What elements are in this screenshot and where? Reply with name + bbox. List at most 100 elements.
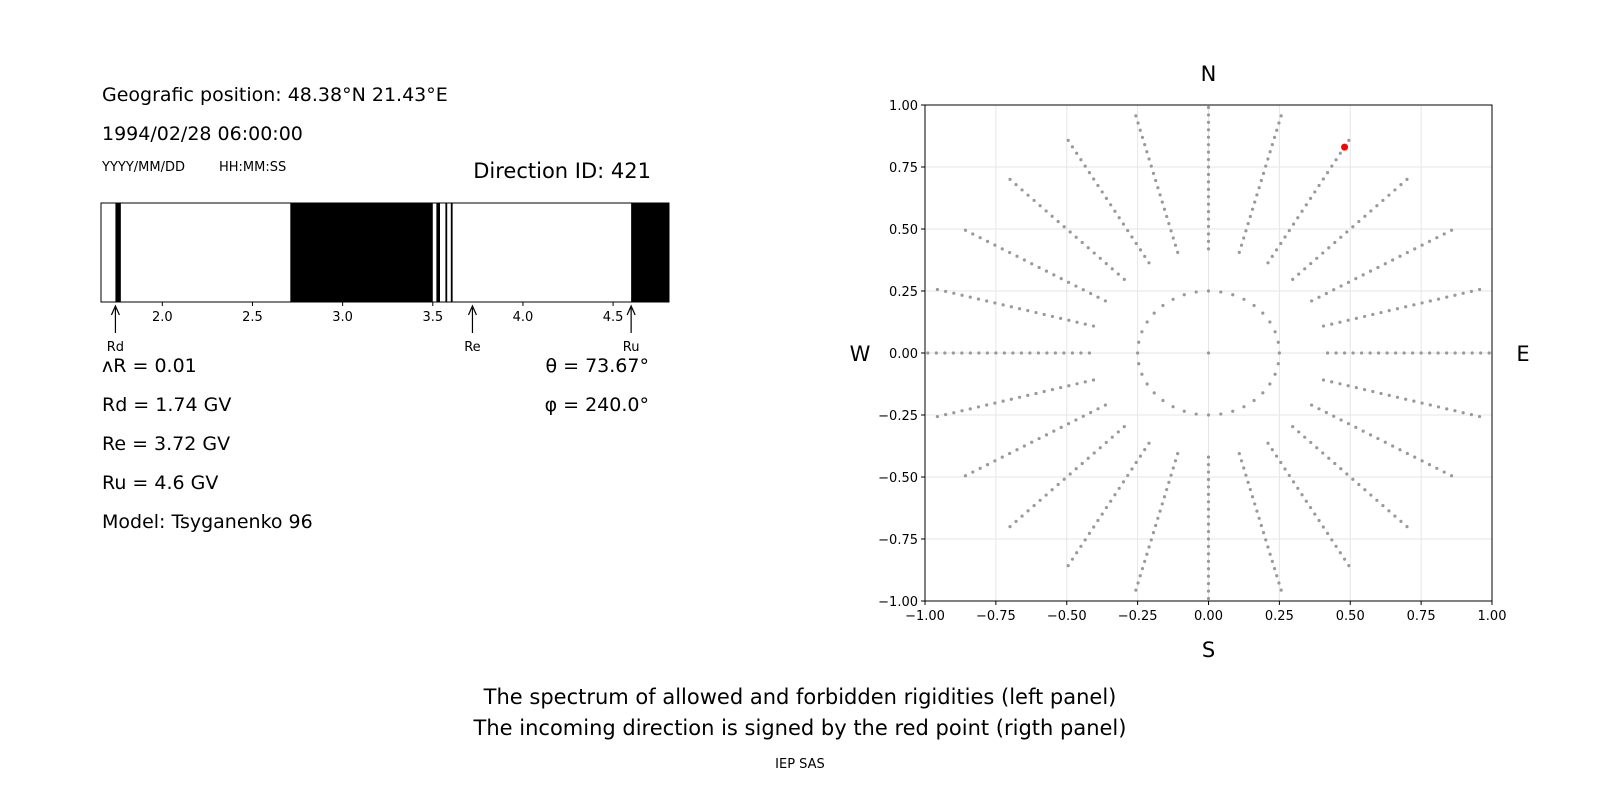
x-tick-label: −1.00 — [905, 609, 945, 624]
direction-point — [1272, 135, 1277, 140]
direction-point — [1015, 254, 1019, 258]
direction-point — [1140, 135, 1145, 140]
ru-value: Ru = 4.6 GV — [102, 472, 219, 494]
direction-point — [1383, 440, 1387, 444]
direction-point — [1062, 351, 1066, 355]
direction-point — [1147, 261, 1151, 265]
direction-point — [1237, 250, 1241, 254]
direction-point — [1338, 320, 1342, 324]
direction-point — [1261, 171, 1266, 175]
direction-point — [1156, 186, 1160, 190]
direction-point — [1062, 225, 1066, 229]
direction-point — [1381, 198, 1385, 203]
direction-point — [985, 463, 990, 467]
direction-point — [1050, 214, 1054, 218]
direction-point — [1171, 236, 1175, 240]
direction-point — [1206, 217, 1211, 221]
direction-point — [1266, 157, 1270, 161]
direction-point — [1354, 386, 1358, 390]
theta-angle: θ = 73.67° — [545, 355, 649, 377]
direction-point — [1050, 488, 1054, 492]
direction-point — [1428, 403, 1432, 407]
direction-point — [1206, 596, 1211, 601]
direction-point — [1044, 493, 1048, 497]
x-tick-label: −0.25 — [1118, 609, 1158, 624]
direction-point — [1037, 436, 1041, 441]
direction-point — [1405, 525, 1409, 529]
direction-point — [1412, 399, 1416, 403]
direction-point — [1375, 204, 1379, 208]
direction-point — [1310, 299, 1314, 303]
direction-point — [1206, 187, 1211, 191]
direction-point — [1206, 165, 1211, 169]
marker-label-rd: Rd — [107, 340, 124, 355]
direction-point — [1206, 552, 1211, 556]
direction-point — [1309, 261, 1313, 266]
direction-point — [1404, 305, 1408, 309]
direction-point — [1255, 193, 1259, 197]
direction-point — [1279, 114, 1283, 118]
direction-point — [1487, 351, 1491, 355]
direction-point — [1303, 435, 1307, 439]
phi-angle: φ = 240.0° — [544, 394, 649, 416]
direction-point — [1059, 277, 1063, 281]
direction-point — [1385, 351, 1389, 355]
direction-point — [1173, 243, 1178, 247]
direction-point — [1242, 405, 1246, 409]
direction-point — [1173, 459, 1178, 463]
direction-point — [1368, 433, 1373, 437]
direction-point — [1377, 351, 1381, 355]
direction-point — [1083, 538, 1087, 542]
direction-point — [1206, 180, 1211, 184]
direction-point — [1116, 430, 1120, 434]
direction-point — [1136, 351, 1140, 355]
direction-point — [1070, 557, 1075, 561]
direction-point — [1068, 472, 1072, 476]
direction-point — [1009, 397, 1013, 401]
direction-point — [1268, 552, 1272, 556]
direction-point — [1277, 121, 1281, 125]
direction-point — [1066, 422, 1071, 426]
direction-point — [1242, 236, 1246, 240]
direction-point — [1347, 564, 1351, 568]
direction-point — [1273, 372, 1277, 376]
direction-point — [1379, 391, 1383, 396]
direction-point — [1053, 351, 1058, 355]
direction-point — [1368, 351, 1372, 355]
direction-point — [1361, 429, 1365, 433]
direction-point — [1026, 193, 1030, 197]
direction-point — [1291, 222, 1296, 226]
direction-point — [1206, 195, 1211, 199]
credit: IEP SAS — [775, 757, 825, 772]
direction-point — [1270, 559, 1274, 564]
direction-point — [1206, 559, 1211, 563]
direction-point — [960, 351, 964, 355]
direction-point — [1206, 477, 1211, 482]
direction-point — [1134, 114, 1138, 118]
direction-point — [1345, 230, 1349, 234]
compass-north: N — [1201, 62, 1217, 86]
direction-point — [1266, 261, 1270, 265]
direction-point — [1362, 387, 1367, 392]
spectrum-tick-label: 2.0 — [152, 310, 173, 325]
direction-point — [1242, 297, 1246, 301]
direction-id: Direction ID: 421 — [473, 159, 651, 183]
direction-point — [1317, 407, 1321, 411]
direction-point — [1017, 307, 1022, 311]
direction-point — [1376, 265, 1380, 270]
direction-point — [985, 403, 989, 407]
direction-point — [1136, 121, 1140, 125]
direction-point — [1042, 389, 1046, 394]
direction-point — [1030, 262, 1034, 266]
direction-point — [1206, 289, 1211, 293]
direction-point — [1161, 303, 1165, 308]
direction-point — [1250, 207, 1255, 211]
direction-point — [1266, 441, 1270, 445]
direction-point — [1137, 362, 1141, 366]
direction-point — [1096, 518, 1100, 523]
direction-point — [1275, 574, 1279, 578]
direction-point — [1092, 525, 1096, 529]
direction-point — [1206, 470, 1211, 474]
direction-point — [1270, 254, 1274, 258]
